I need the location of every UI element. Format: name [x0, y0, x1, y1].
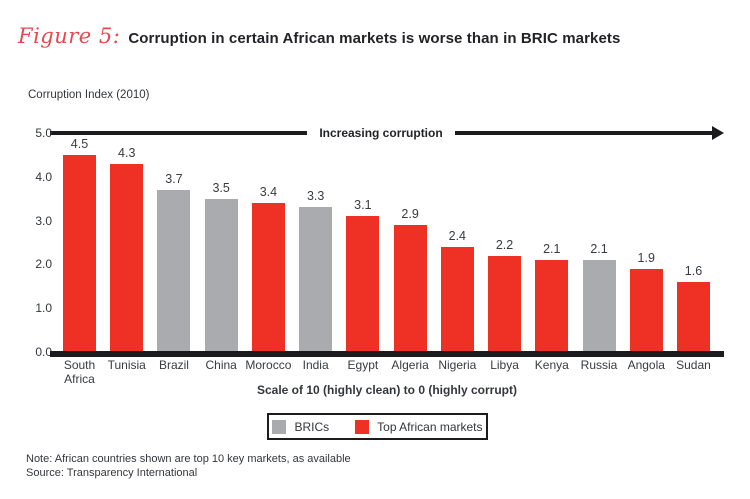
x-axis-label-nigeria: Nigeria — [438, 358, 477, 372]
bar-value-label-libya: 2.2 — [495, 237, 514, 252]
bar-value-label-tunisia: 4.3 — [118, 145, 136, 160]
y-tick-label-4.0: 4.0 — [35, 169, 52, 184]
bar-algeria — [393, 224, 427, 352]
y-tick-label-0.0: 0.0 — [35, 345, 52, 359]
x-axis-label-algeria: Algeria — [391, 358, 429, 372]
bar-kenya — [535, 260, 569, 352]
arrow-line-right — [454, 131, 713, 135]
x-axis-caption: Scale of 10 (highly clean) to 0 (highly … — [256, 383, 518, 397]
bar-libya — [488, 255, 522, 352]
bar-value-label-kenya: 2.1 — [543, 242, 561, 257]
legend-item-top-african-markets: Top African markets — [355, 419, 483, 434]
x-axis-label-india: India — [302, 358, 329, 372]
legend-label-top-african-markets: Top African markets — [377, 419, 483, 434]
bar-india — [299, 207, 333, 352]
figure-title: Corruption in certain African markets is… — [128, 30, 621, 47]
bar-value-label-india: 3.3 — [306, 189, 325, 204]
bar-value-label-morocco: 3.4 — [259, 185, 278, 200]
bar-nigeria — [440, 246, 474, 352]
arrow-label: Increasing corruption — [319, 126, 443, 140]
x-axis-label-sudan: Sudan — [676, 358, 711, 372]
bar-value-label-egypt: 3.1 — [354, 198, 372, 213]
y-axis-title: Corruption Index (2010) — [28, 89, 150, 101]
bar-value-label-china: 3.5 — [212, 180, 230, 195]
x-axis-baseline — [50, 351, 724, 357]
bar-russia — [582, 260, 616, 352]
bar-morocco — [251, 203, 285, 352]
bar-value-label-angola: 1.9 — [637, 250, 655, 265]
footer-notes: Note: African countries shown are top 10… — [26, 453, 351, 480]
bar-tunisia — [110, 163, 144, 352]
bar-value-label-brazil: 3.7 — [165, 171, 183, 186]
x-axis-label-south-africa: South Africa — [63, 358, 96, 386]
bar-brazil — [157, 189, 191, 352]
bar-egypt — [346, 216, 380, 352]
bar-angola — [629, 268, 663, 352]
note-text: Note: African countries shown are top 10… — [26, 453, 351, 465]
x-axis-label-angola: Angola — [627, 358, 665, 372]
arrow-line-left — [50, 131, 308, 135]
bar-china — [204, 198, 238, 352]
bar-sudan — [676, 281, 710, 352]
x-axis-label-egypt: Egypt — [347, 358, 379, 372]
figure-header: Figure 5: Corruption in certain African … — [18, 24, 620, 48]
y-tick-label-1.0: 1.0 — [35, 301, 52, 316]
legend-label-brics: BRICs — [294, 419, 330, 434]
legend: BRICs Top African markets — [267, 413, 488, 440]
bar-value-label-sudan: 1.6 — [684, 263, 703, 278]
increasing-corruption-arrow: Increasing corruption — [50, 126, 725, 140]
x-axis-label-libya: Libya — [490, 358, 519, 372]
bar-value-label-russia: 2.1 — [590, 242, 608, 257]
y-tick-label-5.0: 5.0 — [35, 126, 52, 140]
bar-value-label-algeria: 2.9 — [401, 206, 419, 221]
legend-swatch-top-african-markets — [355, 419, 370, 434]
bar-south-africa — [63, 154, 96, 352]
y-tick-label-3.0: 3.0 — [35, 213, 52, 228]
legend-item-brics: BRICs — [272, 419, 330, 434]
x-axis-label-morocco: Morocco — [245, 358, 292, 372]
legend-swatch-brics — [272, 419, 287, 434]
x-axis-label-brazil: Brazil — [158, 358, 189, 372]
figure-number-label: Figure 5: — [18, 24, 121, 48]
arrow-right-icon — [712, 126, 725, 140]
x-axis-label-tunisia: Tunisia — [107, 358, 146, 372]
x-axis-label-kenya: Kenya — [534, 358, 569, 372]
bar-value-label-nigeria: 2.4 — [448, 228, 467, 243]
y-tick-label-2.0: 2.0 — [35, 257, 52, 272]
bar-value-label-south-africa: 4.5 — [70, 136, 89, 151]
x-axis-label-china: China — [205, 358, 237, 372]
source-text: Source: Transparency International — [26, 466, 198, 479]
x-axis-label-russia: Russia — [580, 358, 618, 372]
